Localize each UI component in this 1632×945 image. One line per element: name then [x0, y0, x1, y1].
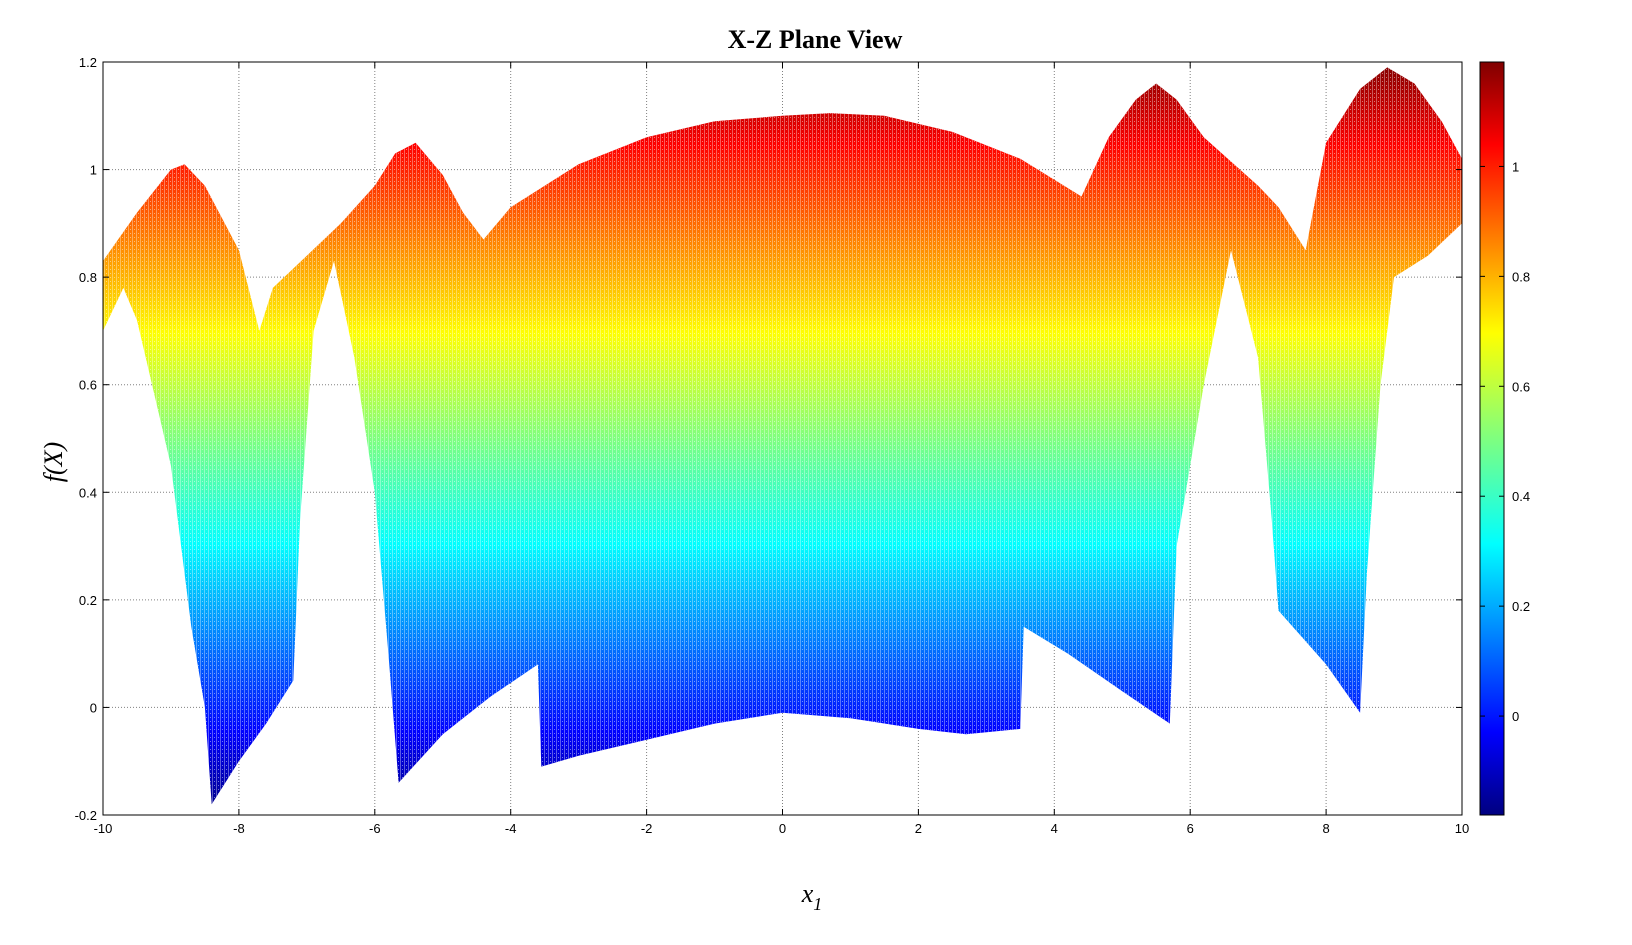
x-tick-label: -10 — [94, 821, 113, 836]
x-tick-label: 0 — [779, 821, 786, 836]
x-axis-label: x1 — [801, 879, 823, 914]
x-tick-label: 2 — [915, 821, 922, 836]
y-tick-label: 0.2 — [79, 593, 97, 608]
y-tick-label: 1 — [90, 163, 97, 178]
x-tick-label: -4 — [505, 821, 517, 836]
y-tick-label: 0.4 — [79, 485, 97, 500]
x-axis: -10 -8 -6 -4 -2 0 2 4 6 8 10 — [94, 62, 1469, 836]
x-axis-label-main: x — [801, 879, 814, 908]
colorbar-tick-label: 0 — [1512, 709, 1519, 724]
y-tick-label: 0 — [90, 700, 97, 715]
chart-title: X-Z Plane View — [728, 25, 903, 54]
colorbar: 0 0.2 0.4 0.6 0.8 1 — [1479, 61, 1530, 816]
colorbar-tick-label: 0.8 — [1512, 269, 1530, 284]
colorbar-tick-label: 0.2 — [1512, 599, 1530, 614]
y-tick-label: 0.8 — [79, 270, 97, 285]
point-cloud — [103, 67, 1462, 805]
x-tick-label: 6 — [1187, 821, 1194, 836]
y-tick-label: 1.2 — [79, 55, 97, 70]
colorbar-tick-label: 1 — [1512, 159, 1519, 174]
x-tick-label: -6 — [369, 821, 381, 836]
colorbar-scale — [1479, 61, 1505, 816]
y-tick-label: -0.2 — [75, 808, 97, 823]
x-tick-label: 8 — [1322, 821, 1329, 836]
x-tick-label: 4 — [1051, 821, 1058, 836]
y-axis-label: f(X) — [39, 442, 68, 482]
x-tick-label: -2 — [641, 821, 653, 836]
x-axis-label-subscript: 1 — [813, 894, 822, 914]
scatter-stipple — [103, 67, 1462, 805]
colorbar-tick-label: 0.6 — [1512, 379, 1530, 394]
x-tick-label: 10 — [1455, 821, 1469, 836]
x-tick-label: -8 — [233, 821, 245, 836]
colorbar-tick-label: 0.4 — [1512, 489, 1530, 504]
y-tick-label: 0.6 — [79, 378, 97, 393]
y-axis: -0.2 0 0.2 0.4 0.6 0.8 1 1.2 — [75, 55, 1462, 823]
